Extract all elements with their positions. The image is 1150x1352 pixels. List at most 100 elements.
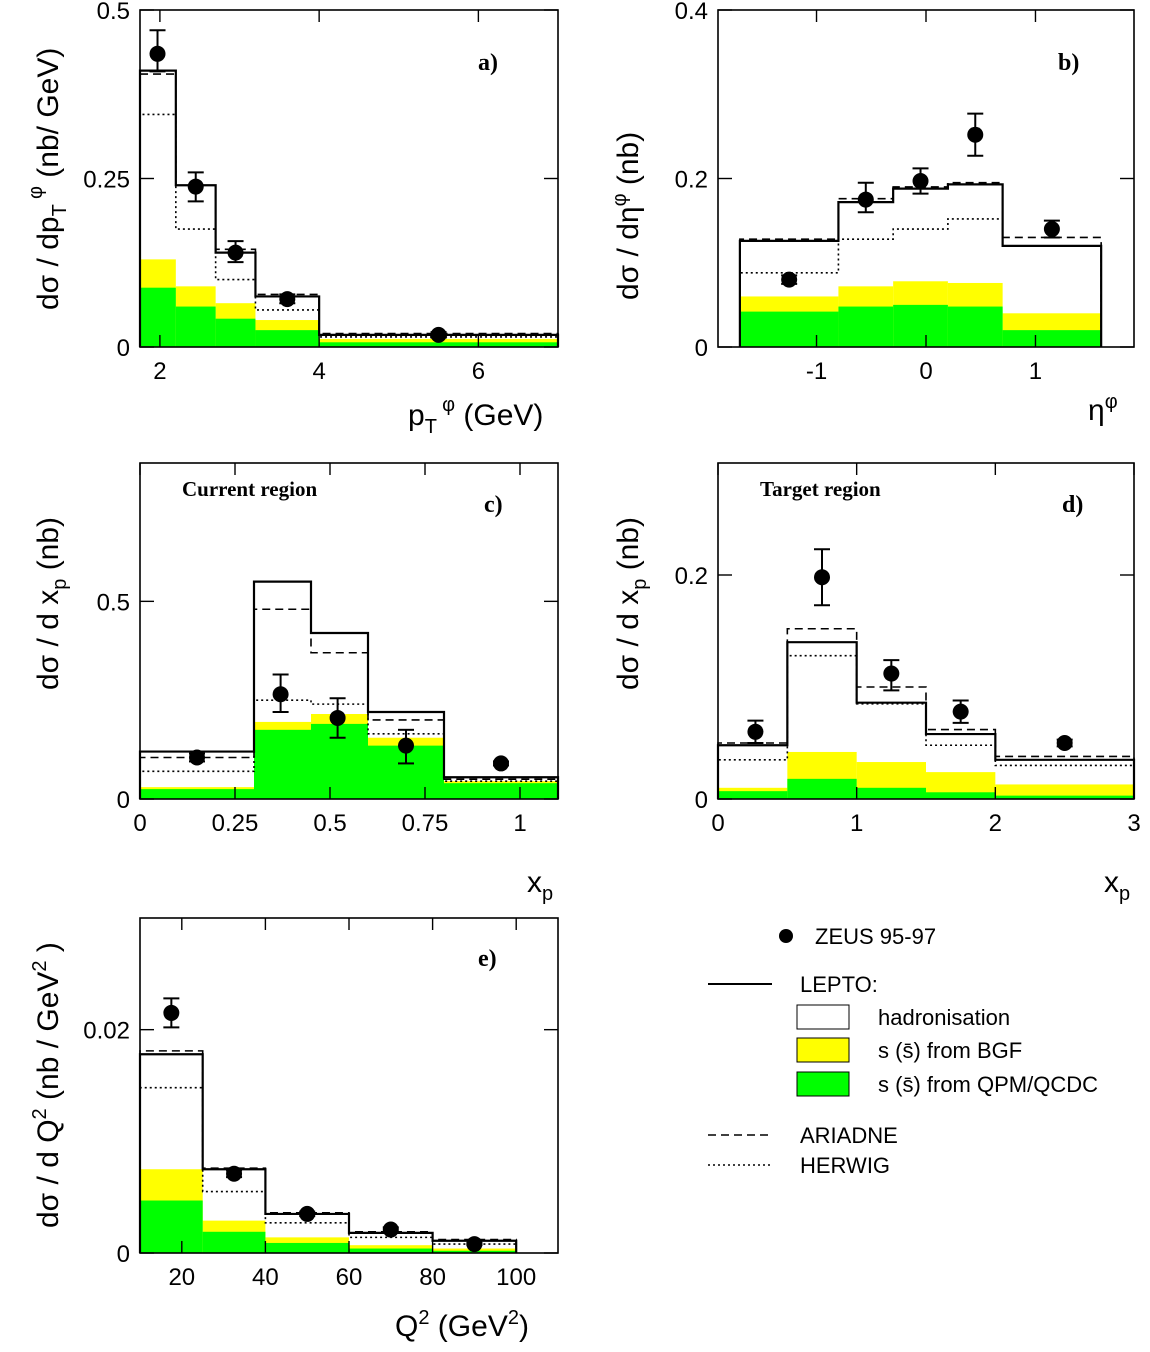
y-tick-label: 0.5 (97, 589, 130, 616)
qpm-bar (265, 1242, 349, 1253)
data-point (781, 271, 798, 288)
y-tick-label: 0 (695, 335, 708, 362)
data-point (912, 173, 929, 190)
x-tick-label: 0.5 (313, 810, 346, 837)
data-point (272, 686, 289, 703)
data-point (226, 1165, 243, 1182)
data-point (883, 665, 900, 682)
data-point (952, 703, 969, 720)
data-point (329, 709, 346, 726)
x-tick-label: 20 (168, 1264, 195, 1291)
x-tick-label: 2 (153, 358, 166, 385)
legend-data-label: ZEUS 95-97 (815, 924, 936, 949)
x-tick-label: 100 (496, 1264, 536, 1291)
qpm-bar (255, 330, 320, 347)
qpm-bar (444, 783, 558, 799)
panel-a-pt-distribution: 2 4 6 0 0.25 0.5 (83, 0, 560, 385)
y-tick-label: 0.02 (83, 1018, 130, 1045)
qpm-bar (319, 342, 558, 347)
panel-e-q2-distribution: 20 40 60 80 100 0 0.02 (83, 917, 559, 1291)
ariadne-histogram (139, 1050, 517, 1253)
x-tick-label: 0.25 (212, 810, 259, 837)
plot-frame (139, 462, 559, 800)
herwig-histogram (739, 218, 1102, 347)
panel-d-ylabel: dσ / d xp (nb) (612, 517, 651, 690)
qpm-bar (254, 729, 311, 799)
x-tick-label: 0.75 (402, 810, 449, 837)
y-tick-label: 0.2 (675, 563, 708, 590)
data-point (163, 1004, 180, 1021)
ariadne-histogram (139, 608, 559, 799)
y-tick-label: 0.2 (675, 167, 708, 194)
qpm-bar (856, 787, 926, 799)
panel-d-xp-target-region: 0 1 2 3 0 0.2 (675, 462, 1141, 837)
data-point (493, 755, 509, 772)
x-tick-label: 0 (711, 810, 724, 837)
panel-c-xlabel: xp (527, 866, 553, 905)
herwig-histogram (717, 654, 1135, 799)
legend-herwig-label: HERWIG (800, 1153, 890, 1178)
panel-e-tag: e) (478, 946, 497, 972)
data-point (189, 749, 205, 766)
panel-b-xlabel: ηφ (1088, 391, 1118, 427)
qpm-bar (838, 306, 894, 347)
qpm-bar (311, 723, 368, 799)
legend-qpm-label: s (s̄) from QPM/QCDC (878, 1072, 1098, 1097)
x-tick-label: 40 (252, 1264, 279, 1291)
panel-b-ylabel: dσ / dηφ (nb) (609, 132, 645, 300)
x-tick-label: 3 (1127, 810, 1140, 837)
panel-b-eta-distribution: -1 0 1 0 0.2 0.4 (675, 0, 1135, 385)
qpm-bar (926, 792, 996, 799)
x-tick-label: 1 (1029, 358, 1042, 385)
panel-b-tag: b) (1058, 50, 1079, 76)
y-tick-label: 0.25 (83, 167, 130, 194)
y-tick-label: 0 (117, 335, 130, 362)
panel-c-ylabel: dσ / d xp (nb) (32, 517, 71, 690)
qpm-bar (995, 795, 1134, 799)
qpm-bar (215, 318, 256, 347)
qpm-bar (140, 789, 254, 799)
data-point (299, 1205, 316, 1222)
ariadne-histogram (717, 627, 1135, 799)
qpm-bar (140, 287, 176, 347)
qpm-bar (718, 791, 788, 799)
data-point (279, 291, 296, 308)
y-tick-label: 0 (695, 787, 708, 814)
current-region-label: Current region (182, 477, 317, 501)
panel-c-tag: c) (484, 492, 503, 518)
panel-a-xlabel: pT φ (GeV) (408, 394, 543, 438)
x-tick-label: 6 (472, 358, 485, 385)
y-tick-label: 0.4 (675, 0, 708, 25)
data-point (398, 737, 414, 754)
data-point (857, 191, 874, 208)
y-tick-label: 0.5 (97, 0, 130, 25)
data-point (466, 1236, 483, 1253)
panel-a-ylabel: dσ / dpT φ (nb/ GeV) (25, 48, 71, 310)
data-point (227, 244, 244, 261)
data-point (187, 178, 204, 195)
data-point (1043, 221, 1060, 238)
legend-bgf-label: s (s̄) from BGF (878, 1038, 1022, 1063)
legend-data-marker (779, 929, 793, 943)
x-tick-label: 0 (919, 358, 932, 385)
data-point (1056, 735, 1073, 751)
qpm-bar (1002, 330, 1102, 347)
lepto-histogram (138, 580, 560, 799)
x-tick-label: 80 (419, 1264, 446, 1291)
y-tick-label: 0 (117, 787, 130, 814)
x-tick-label: 1 (850, 810, 863, 837)
panel-a-tag: a) (478, 50, 498, 76)
x-tick-label: 4 (312, 358, 325, 385)
legend-hadronisation-swatch (796, 1004, 850, 1030)
x-tick-label: 1 (513, 810, 526, 837)
panel-d-xlabel: xp (1104, 866, 1130, 905)
qpm-bar (175, 306, 216, 347)
legend-qpm-swatch (796, 1071, 850, 1097)
data-point (814, 569, 830, 586)
x-tick-label: 60 (336, 1264, 363, 1291)
panel-e-ylabel: dσ / d Q2 (nb / GeV2 ) (29, 942, 65, 1228)
target-region-label: Target region (760, 477, 881, 501)
qpm-bar (947, 306, 1003, 347)
legend: ZEUS 95-97 LEPTO: hadronisation s (s̄) f… (708, 924, 1098, 1178)
